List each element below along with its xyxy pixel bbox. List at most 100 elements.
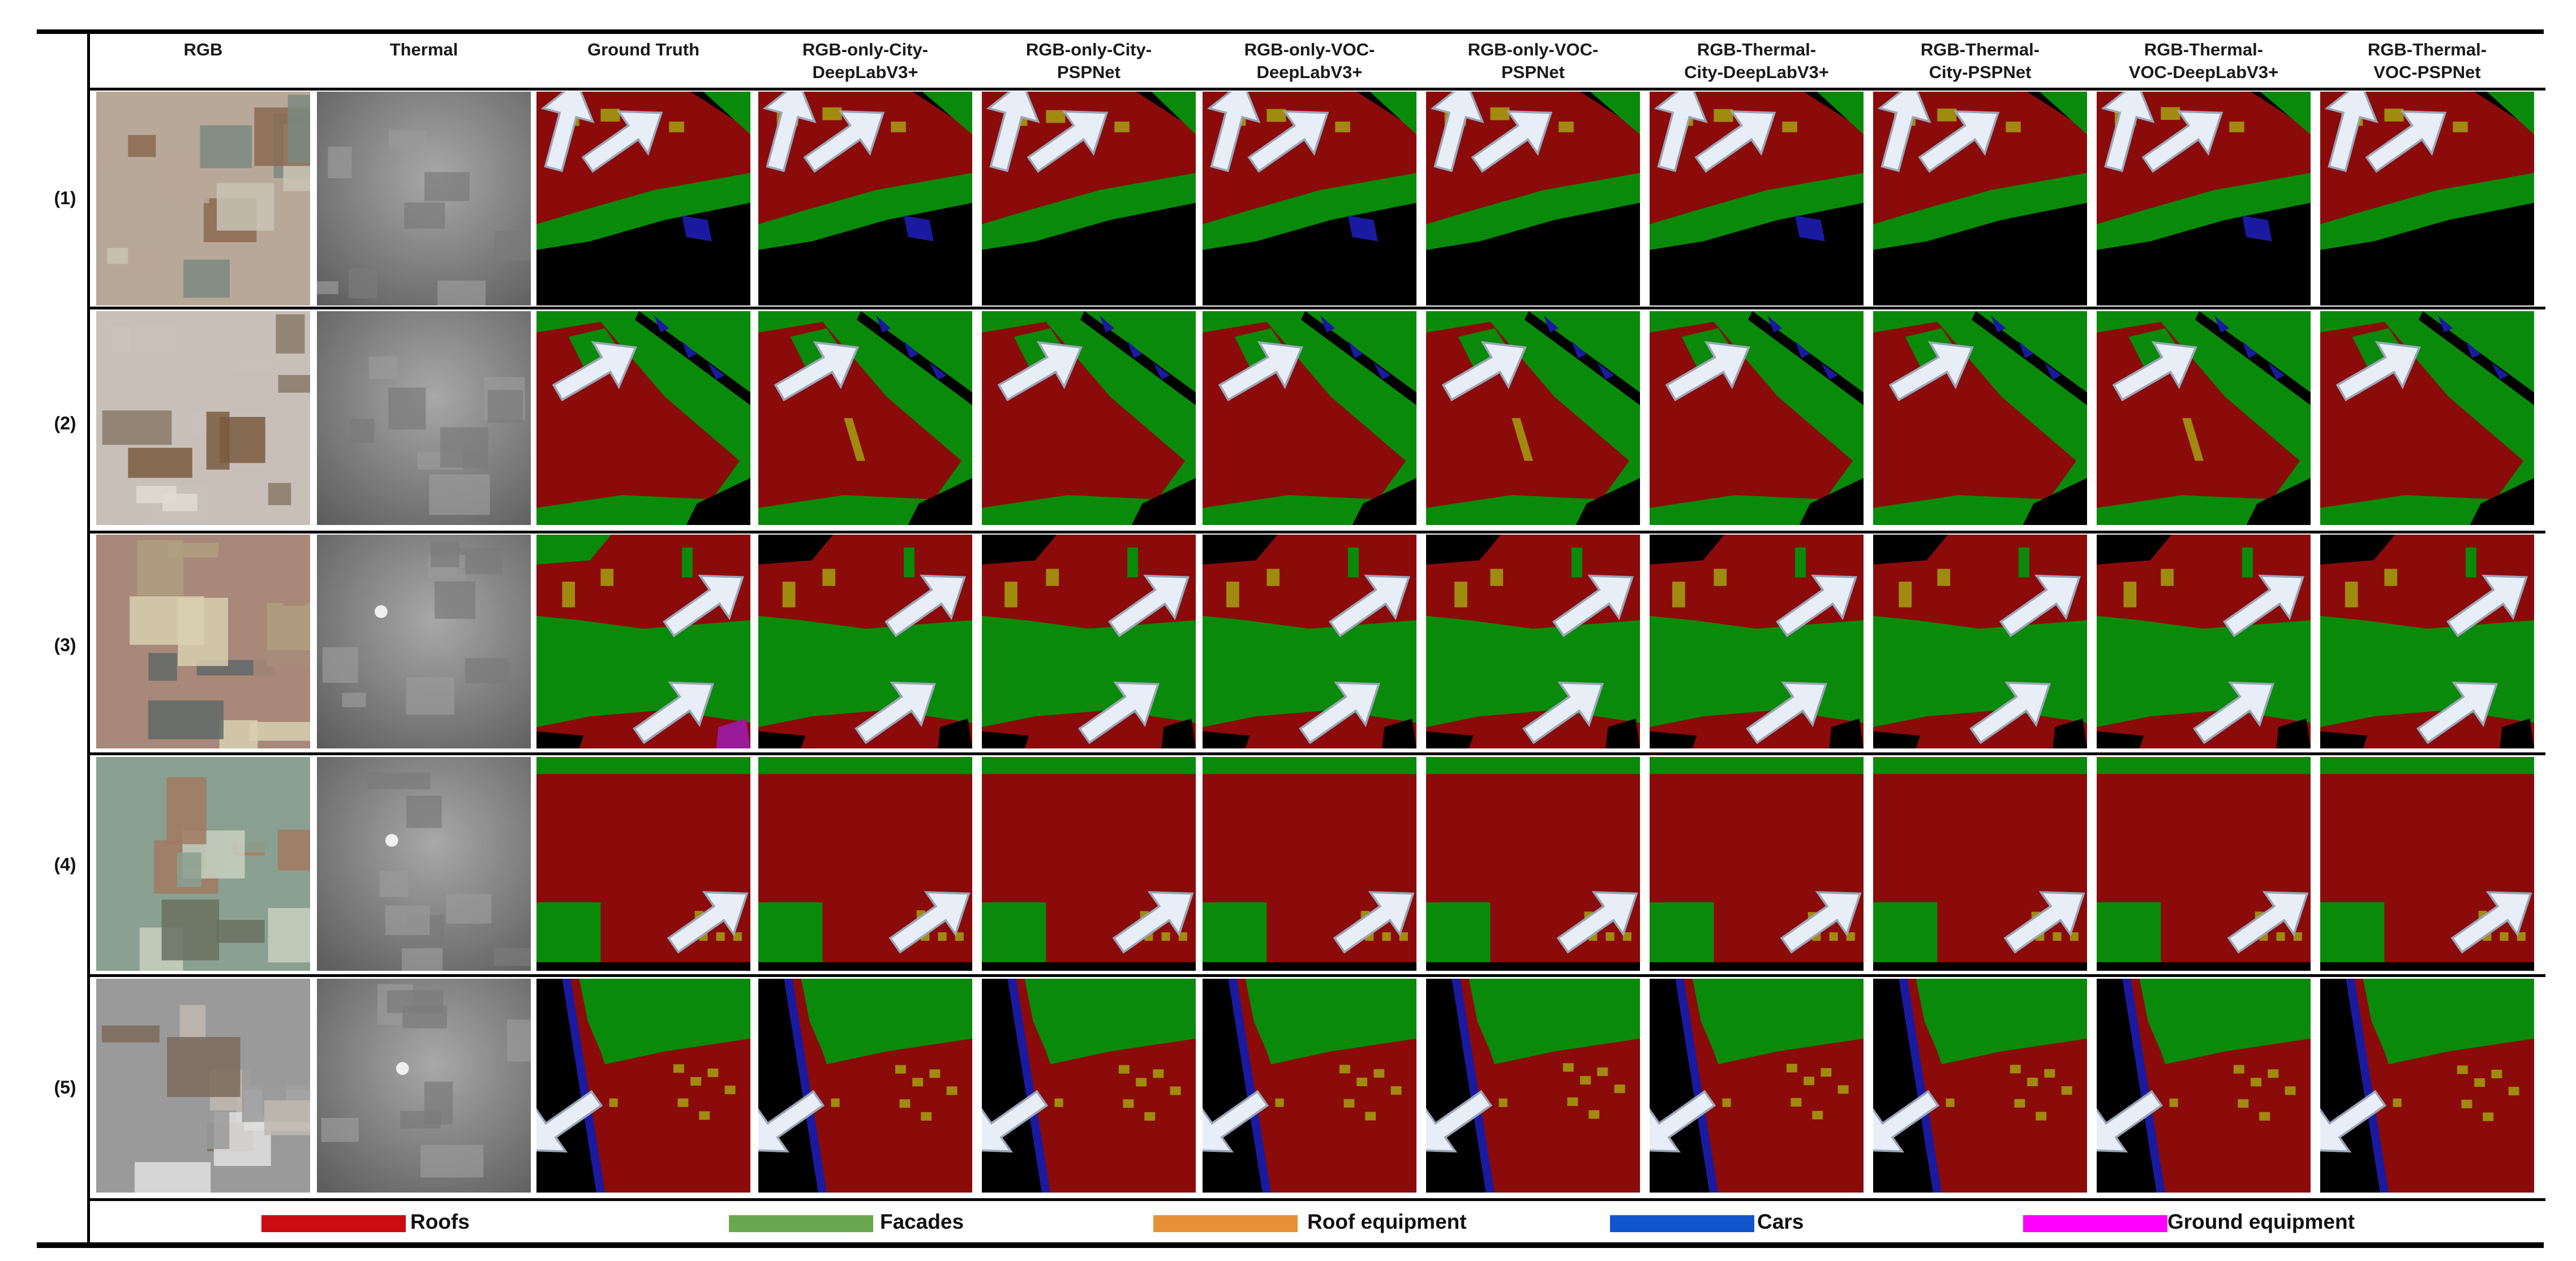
column-header-line: RGB-Thermal- bbox=[2144, 40, 2264, 59]
row-divider-2 bbox=[89, 531, 2545, 533]
pointer-arrow bbox=[803, 110, 885, 173]
pointer-arrow bbox=[982, 1090, 1049, 1153]
prediction-mask bbox=[1650, 979, 1864, 1193]
pointer-arrow bbox=[2112, 341, 2198, 402]
pointer-arrow bbox=[2193, 681, 2275, 744]
column-header: RGB-Thermal- VOC-DeepLabV3+ bbox=[2085, 38, 2322, 84]
prediction-mask bbox=[982, 535, 1196, 748]
prediction-mask bbox=[2320, 311, 2534, 525]
prediction-mask bbox=[2097, 311, 2311, 525]
pointer-arrow bbox=[1918, 110, 2000, 173]
pointer-arrow bbox=[1694, 110, 1776, 173]
column-header: RGB-Thermal- City-DeepLabV3+ bbox=[1638, 38, 1875, 84]
row-label: (4) bbox=[54, 854, 76, 875]
pointer-arrow bbox=[762, 92, 817, 173]
column-header-line: PSPNet bbox=[1501, 62, 1565, 82]
bottom-rule bbox=[37, 1242, 2544, 1248]
pointer-arrow bbox=[1873, 1090, 1940, 1153]
prediction-mask bbox=[1426, 311, 1640, 525]
row-divider-3 bbox=[89, 752, 2545, 755]
pointer-arrow bbox=[1665, 341, 1751, 402]
pointer-arrow bbox=[855, 681, 937, 744]
ground-truth-mask bbox=[536, 757, 750, 971]
pointer-arrow bbox=[1999, 574, 2081, 638]
prediction-mask bbox=[2097, 979, 2311, 1193]
prediction-mask bbox=[758, 92, 972, 305]
column-header: Thermal bbox=[306, 38, 542, 61]
column-header-line: City-DeepLabV3+ bbox=[1684, 62, 1829, 82]
prediction-mask bbox=[1426, 92, 1640, 305]
pointer-arrow bbox=[2097, 1090, 2163, 1153]
pointer-arrow bbox=[2101, 92, 2155, 173]
prediction-mask bbox=[982, 757, 1196, 971]
prediction-mask bbox=[1650, 311, 1864, 525]
prediction-mask bbox=[1873, 311, 2087, 525]
pointer-arrow bbox=[1552, 574, 1634, 638]
prediction-mask bbox=[1650, 92, 1864, 305]
legend-swatch bbox=[2023, 1215, 2167, 1232]
prediction-mask bbox=[758, 979, 972, 1193]
column-header-line: VOC-PSPNet bbox=[2373, 62, 2481, 82]
row-divider-1 bbox=[89, 307, 2545, 309]
pointer-arrow bbox=[2003, 891, 2085, 954]
pointer-arrow bbox=[1441, 341, 1527, 402]
prediction-mask bbox=[982, 92, 1196, 305]
column-header-line: RGB-only-City- bbox=[802, 40, 929, 59]
row-label: (5) bbox=[54, 1077, 76, 1098]
rgb-image bbox=[96, 757, 310, 971]
label-column-divider bbox=[87, 29, 90, 1247]
column-header-line: DeepLabV3+ bbox=[1256, 62, 1363, 82]
prediction-mask bbox=[1203, 311, 1416, 525]
thermal-image bbox=[317, 757, 531, 971]
legend-swatch bbox=[261, 1215, 406, 1232]
pointer-arrow bbox=[774, 341, 860, 402]
pointer-arrow bbox=[1112, 891, 1194, 954]
pointer-arrow bbox=[1247, 110, 1329, 173]
column-header: RGB-only-City- PSPNet bbox=[971, 38, 1207, 84]
column-header-line: RGB-only-City- bbox=[1025, 40, 1152, 59]
ground-truth-mask bbox=[536, 92, 750, 305]
pointer-arrow bbox=[2335, 341, 2422, 402]
pointer-arrow bbox=[2141, 110, 2223, 173]
pointer-arrow bbox=[2227, 891, 2309, 954]
legend-swatch bbox=[729, 1215, 873, 1232]
pointer-arrow bbox=[1888, 341, 1974, 402]
prediction-mask bbox=[1650, 535, 1864, 748]
pointer-arrow bbox=[1650, 1090, 1716, 1153]
column-header-line: RGB bbox=[183, 40, 223, 59]
row-label: (1) bbox=[54, 188, 76, 208]
top-rule bbox=[37, 29, 2544, 34]
header-rule bbox=[89, 88, 2545, 91]
prediction-mask bbox=[2097, 535, 2311, 748]
legend-label: Facades bbox=[880, 1210, 964, 1233]
column-header: RGB-Thermal- VOC-PSPNet bbox=[2309, 38, 2545, 84]
legend-label: Roof equipment bbox=[1307, 1210, 1467, 1233]
ground-truth-mask bbox=[536, 311, 750, 525]
pointer-arrow bbox=[2416, 681, 2498, 744]
prediction-mask bbox=[758, 757, 972, 971]
prediction-mask bbox=[982, 979, 1196, 1193]
pointer-arrow bbox=[1877, 92, 1931, 173]
pointer-arrow bbox=[1471, 110, 1553, 173]
prediction-mask bbox=[758, 535, 972, 748]
legend-swatch bbox=[1153, 1215, 1298, 1232]
pointer-arrow bbox=[552, 341, 638, 402]
legend-swatch bbox=[1610, 1215, 1754, 1232]
column-header: RGB bbox=[85, 38, 321, 61]
pointer-arrow bbox=[758, 1090, 825, 1153]
prediction-mask bbox=[2097, 757, 2311, 971]
prediction-mask bbox=[1426, 757, 1640, 971]
column-header: RGB-only-VOC- PSPNet bbox=[1415, 38, 1651, 84]
pointer-arrow bbox=[986, 92, 1040, 173]
pointer-arrow bbox=[1556, 891, 1638, 954]
column-header-line: Ground Truth bbox=[587, 40, 700, 59]
legend-label: Roofs bbox=[410, 1210, 470, 1233]
prediction-mask bbox=[1873, 979, 2087, 1193]
column-header-line: Thermal bbox=[389, 40, 458, 59]
ground-truth-mask bbox=[536, 535, 750, 748]
row-divider-4 bbox=[89, 974, 2545, 977]
thermal-image bbox=[317, 92, 531, 305]
thermal-image bbox=[317, 535, 531, 748]
prediction-mask bbox=[1203, 757, 1416, 971]
